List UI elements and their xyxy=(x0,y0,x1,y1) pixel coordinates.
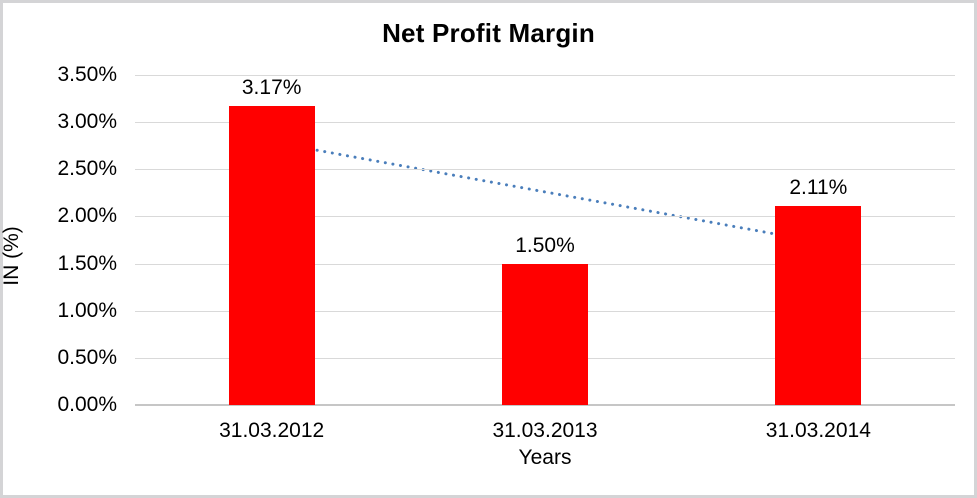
bar-31.03.2013 xyxy=(502,263,588,405)
y-tick-label: 3.50% xyxy=(57,63,117,86)
bar-data-label: 1.50% xyxy=(515,233,575,257)
y-tick-label: 1.50% xyxy=(57,251,117,275)
y-tick-label: 0.00% xyxy=(57,393,117,416)
gridline xyxy=(135,216,955,218)
bar-31.03.2014 xyxy=(775,206,862,405)
bar-data-label: 3.17% xyxy=(241,76,302,100)
gridline xyxy=(135,169,955,171)
chart-title: Net Profit Margin xyxy=(382,18,595,48)
y-tick-label: 1.00% xyxy=(57,298,117,322)
y-tick-label: 2.50% xyxy=(57,157,117,181)
x-tick-label: 31.03.2012 xyxy=(219,419,325,442)
y-tick-label: 2.00% xyxy=(57,204,117,228)
bar-data-label: 2.11% xyxy=(789,176,848,200)
gridline xyxy=(135,122,955,124)
x-axis-title: Years xyxy=(518,446,572,469)
y-tick-label: 3.00% xyxy=(57,110,117,134)
bar-31.03.2012 xyxy=(228,106,315,405)
gridline xyxy=(135,75,955,76)
y-axis-title: IN (%) xyxy=(0,226,23,286)
x-tick-label: 31.03.2013 xyxy=(492,419,598,442)
y-tick-label: 0.50% xyxy=(57,345,117,369)
x-axis-line xyxy=(135,404,955,406)
x-tick-label: 31.03.2014 xyxy=(765,419,871,442)
